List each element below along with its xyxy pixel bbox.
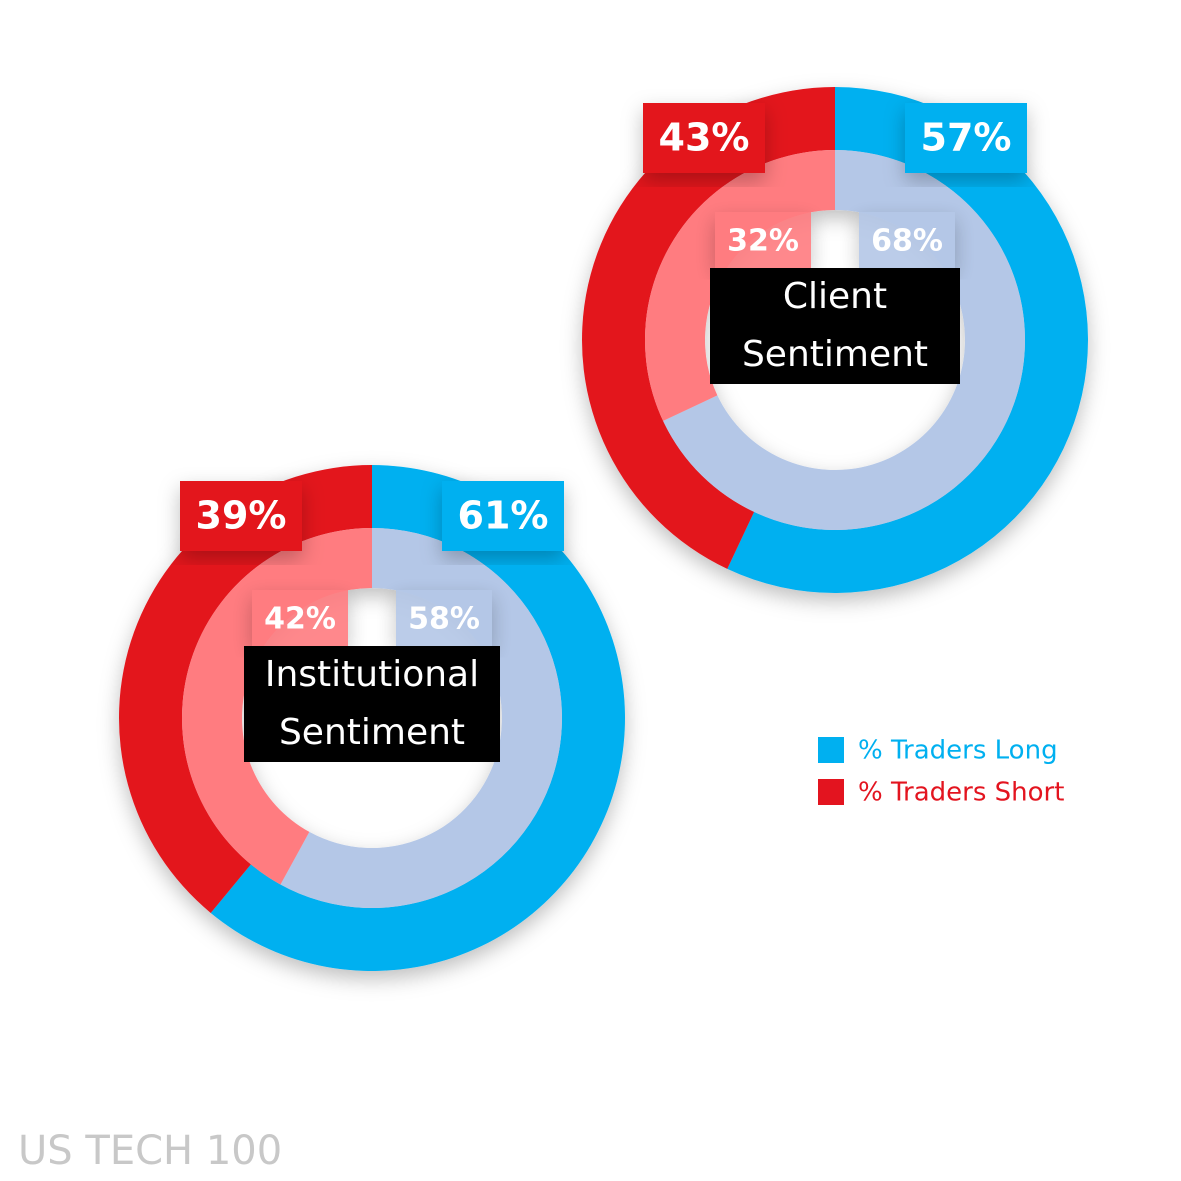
label-box xyxy=(442,481,564,551)
donut-segment xyxy=(181,528,372,885)
value-label: 43% xyxy=(659,116,750,160)
label-box xyxy=(252,590,348,646)
value-label: 61% xyxy=(458,494,549,538)
label-box xyxy=(396,590,492,646)
center-label: Client Sentiment xyxy=(710,268,960,384)
center-label: Institutional Sentiment xyxy=(244,646,500,762)
legend-swatch xyxy=(818,737,844,763)
label-box xyxy=(180,481,302,551)
value-label: 42% xyxy=(264,602,336,637)
value-label: 68% xyxy=(871,224,943,259)
value-label: 58% xyxy=(408,602,480,637)
label-box xyxy=(715,212,811,268)
value-label: 57% xyxy=(921,116,1012,160)
donut-segment xyxy=(118,465,372,913)
donut-segment xyxy=(210,465,625,971)
value-label: 39% xyxy=(196,494,287,538)
legend-label: % Traders Long xyxy=(858,736,1058,766)
legend-label: % Traders Short xyxy=(858,778,1064,808)
donut-segment xyxy=(581,87,835,569)
legend-swatch xyxy=(818,779,844,805)
footer: US TECH 100 xyxy=(18,1128,283,1174)
value-label: 32% xyxy=(727,224,799,259)
label-box xyxy=(859,212,955,268)
donut-segment xyxy=(727,87,1088,593)
label-box xyxy=(643,103,765,173)
label-box xyxy=(905,103,1027,173)
